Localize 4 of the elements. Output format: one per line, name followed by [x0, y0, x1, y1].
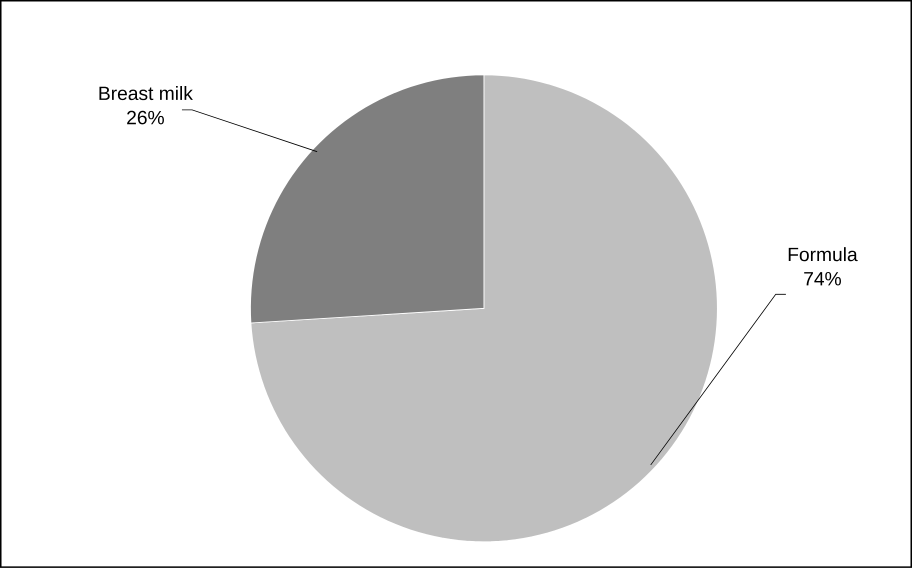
slice-label: Breast milk	[99, 86, 193, 100]
data-label: 74%	[804, 272, 841, 286]
slice-label: Formula	[788, 247, 858, 262]
data-label: 26%	[127, 110, 164, 124]
